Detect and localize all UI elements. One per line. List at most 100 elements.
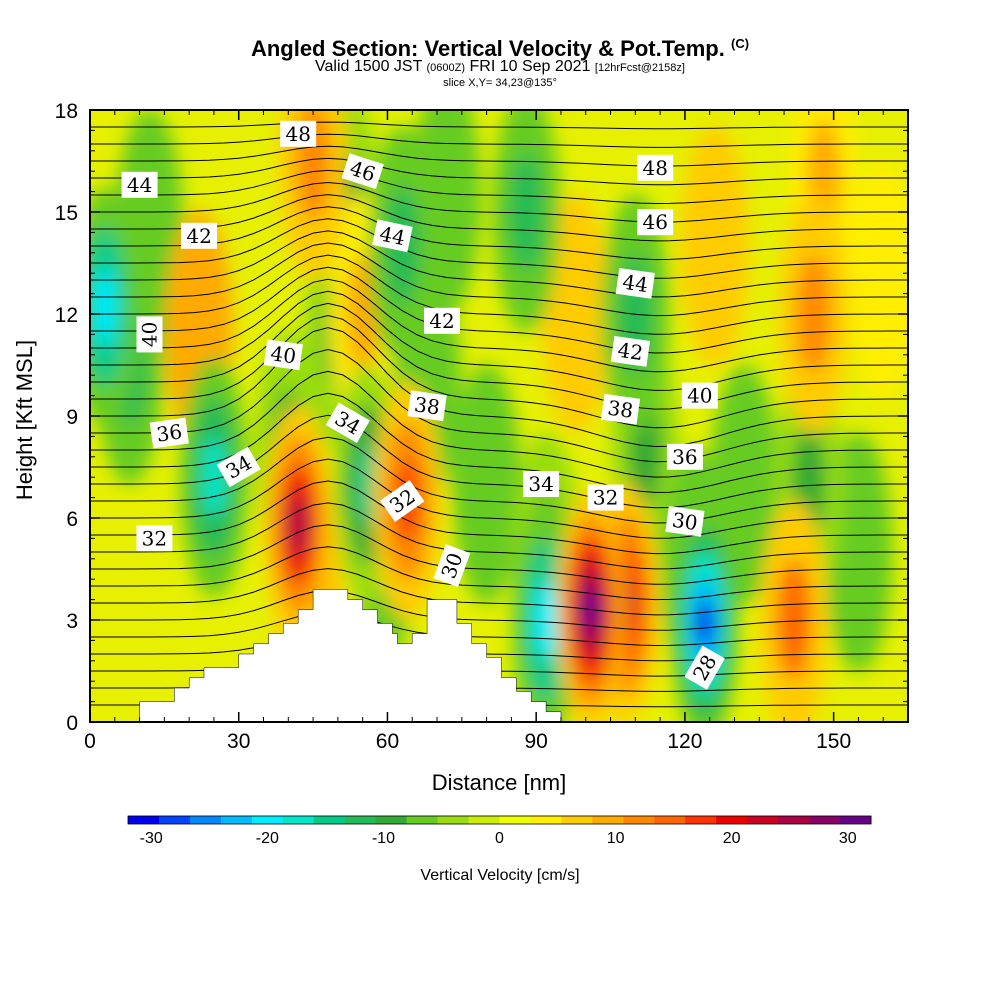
isentrope-line bbox=[90, 169, 908, 205]
isentrope-line bbox=[90, 370, 908, 478]
chart-title: Angled Section: Vertical Velocity & Pot.… bbox=[250, 36, 750, 61]
contour-label: 32 bbox=[587, 484, 624, 511]
isentrope-line bbox=[90, 314, 908, 429]
y-tick-label: 15 bbox=[55, 202, 78, 225]
velocity-cell bbox=[509, 152, 544, 272]
contour-label: 42 bbox=[610, 336, 651, 367]
contour-label-text: 36 bbox=[155, 419, 184, 446]
contour-label-text: 42 bbox=[616, 338, 645, 365]
contour-label-text: 48 bbox=[642, 156, 667, 180]
contour-label-text: 42 bbox=[429, 309, 454, 333]
contour-label-text: 34 bbox=[528, 472, 553, 496]
colorbar-tick-label: 20 bbox=[723, 830, 741, 847]
contour-label-text: 40 bbox=[687, 384, 712, 408]
colorbar-tick-label: 30 bbox=[839, 830, 857, 847]
colorbar-tick-label: 0 bbox=[495, 830, 504, 847]
colorbar-swatch bbox=[282, 816, 315, 824]
isentrope-line bbox=[90, 206, 908, 261]
contour-label-text: 46 bbox=[642, 210, 667, 234]
contour-label: 32 bbox=[136, 525, 173, 552]
contour-label-text: 48 bbox=[285, 122, 310, 146]
isentrope-line bbox=[90, 242, 908, 317]
isentrope-line bbox=[90, 302, 908, 410]
isentrope-line bbox=[90, 348, 908, 463]
isentrope-line bbox=[90, 218, 908, 279]
colorbar-frame bbox=[127, 815, 872, 825]
y-tick-label: 9 bbox=[66, 406, 78, 429]
velocity-cell bbox=[534, 580, 558, 660]
velocity-cell bbox=[93, 267, 117, 348]
colorbar-swatch bbox=[220, 816, 253, 824]
colorbar-swatch bbox=[251, 816, 284, 824]
isentrope-line bbox=[90, 133, 908, 148]
colorbar-swatch bbox=[530, 816, 562, 824]
colorbar-tick-label: 10 bbox=[607, 830, 625, 847]
colorbar-swatch bbox=[128, 816, 160, 824]
contour-label: 46 bbox=[637, 209, 674, 236]
velocity-cell bbox=[776, 560, 811, 680]
isentrope-line bbox=[90, 290, 908, 391]
isentrope-line bbox=[90, 194, 908, 242]
contour-label: 48 bbox=[637, 154, 674, 181]
colorbar-swatch bbox=[685, 816, 717, 824]
colorbar-swatch bbox=[189, 816, 222, 824]
isentrope-line bbox=[90, 266, 908, 354]
colorbar-tick-label: -20 bbox=[256, 830, 279, 847]
colorbar-swatch bbox=[344, 816, 377, 824]
contour-label-text: 40 bbox=[138, 322, 162, 347]
contour-label: 44 bbox=[372, 219, 413, 253]
isentrope-line bbox=[90, 181, 908, 223]
isentrope-line bbox=[90, 278, 908, 373]
contour-label-text: 44 bbox=[127, 173, 152, 197]
contour-label-text: 32 bbox=[142, 526, 167, 550]
y-axis-title: Height [Kft MSL] bbox=[12, 340, 37, 500]
isentrope-line bbox=[90, 436, 908, 524]
velocity-cell bbox=[356, 444, 379, 524]
contour-label-text: 38 bbox=[413, 392, 442, 419]
colorbar-tick-label: -10 bbox=[372, 830, 395, 847]
contour-label: 42 bbox=[424, 307, 460, 334]
x-tick-label: 90 bbox=[525, 730, 548, 753]
colorbar-swatch bbox=[313, 816, 346, 824]
contour-label: 40 bbox=[136, 316, 163, 353]
colorbar-swatch bbox=[840, 816, 872, 824]
x-tick-label: 120 bbox=[667, 730, 702, 753]
contour-label-text: 32 bbox=[593, 486, 618, 510]
isentrope-line bbox=[90, 392, 908, 493]
colorbar-swatch bbox=[158, 816, 191, 824]
colorbar: -30 -20 -10 0 10 20 30 bbox=[127, 815, 872, 847]
isentrope-line bbox=[90, 480, 908, 555]
contour-label-text: 40 bbox=[269, 341, 298, 368]
y-tick-label: 6 bbox=[66, 508, 78, 531]
contour-label-text: 44 bbox=[621, 270, 650, 297]
contour-label: 36 bbox=[666, 443, 703, 470]
colorbar-swatch bbox=[561, 816, 593, 824]
colorbar-swatch bbox=[499, 816, 531, 824]
colorbar-label: Vertical Velocity [cm/s] bbox=[420, 867, 579, 884]
contour-label: 36 bbox=[149, 417, 189, 449]
isentrope-line bbox=[90, 568, 908, 616]
contour-label: 40 bbox=[263, 339, 303, 371]
isentrope-line bbox=[90, 145, 908, 167]
contour-label-text: 30 bbox=[671, 508, 700, 535]
velocity-cell bbox=[680, 126, 749, 366]
velocity-cell bbox=[288, 494, 309, 555]
contour-label: 34 bbox=[523, 471, 560, 497]
velocity-cell bbox=[694, 599, 715, 648]
plot-area bbox=[90, 110, 908, 722]
colorbar-swatch bbox=[375, 816, 408, 824]
y-tick-label: 0 bbox=[66, 712, 78, 735]
colorbar-swatch bbox=[406, 816, 439, 824]
colorbar-swatch bbox=[592, 816, 624, 824]
contour-label-text: 42 bbox=[186, 224, 211, 248]
isentrope-line bbox=[90, 546, 908, 601]
contour-label: 42 bbox=[181, 222, 218, 249]
x-tick-label: 30 bbox=[227, 730, 250, 753]
colorbar-swatch bbox=[747, 816, 779, 824]
isentrope-line bbox=[90, 327, 908, 448]
isentrope-line bbox=[90, 458, 908, 539]
contour-label: 40 bbox=[681, 382, 718, 409]
velocity-cell bbox=[796, 254, 831, 374]
isentrope-line bbox=[90, 502, 908, 570]
colorbar-tick-label: -30 bbox=[140, 830, 163, 847]
